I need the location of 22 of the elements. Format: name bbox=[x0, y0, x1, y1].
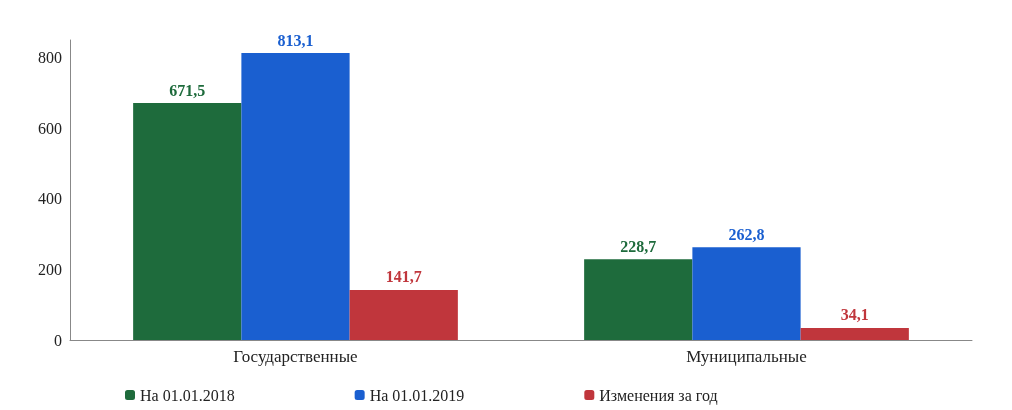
y-tick-label: 800 bbox=[38, 49, 62, 67]
data-label: 228,7 bbox=[620, 237, 657, 255]
y-tick-label: 400 bbox=[38, 190, 62, 208]
legend-label: На 01.01.2018 bbox=[140, 386, 235, 404]
bar bbox=[349, 289, 458, 340]
data-label: 141,7 bbox=[385, 268, 422, 286]
data-label: 671,5 bbox=[169, 81, 206, 99]
bar bbox=[584, 259, 693, 340]
x-tick-label: Муниципальные bbox=[686, 347, 807, 366]
legend-label: Изменения за год bbox=[599, 386, 718, 405]
bar bbox=[133, 103, 242, 340]
y-tick-label: 0 bbox=[54, 331, 62, 349]
y-tick-label: 600 bbox=[38, 119, 62, 137]
bar bbox=[692, 247, 801, 340]
data-label: 262,8 bbox=[728, 225, 765, 243]
data-label: 813,1 bbox=[277, 31, 314, 49]
y-tick-label: 200 bbox=[38, 260, 62, 278]
bar bbox=[241, 53, 350, 340]
x-tick-label: Государственные bbox=[233, 347, 358, 366]
data-label: 34,1 bbox=[840, 306, 869, 324]
bar bbox=[800, 327, 909, 340]
legend-label: На 01.01.2019 bbox=[369, 386, 465, 404]
